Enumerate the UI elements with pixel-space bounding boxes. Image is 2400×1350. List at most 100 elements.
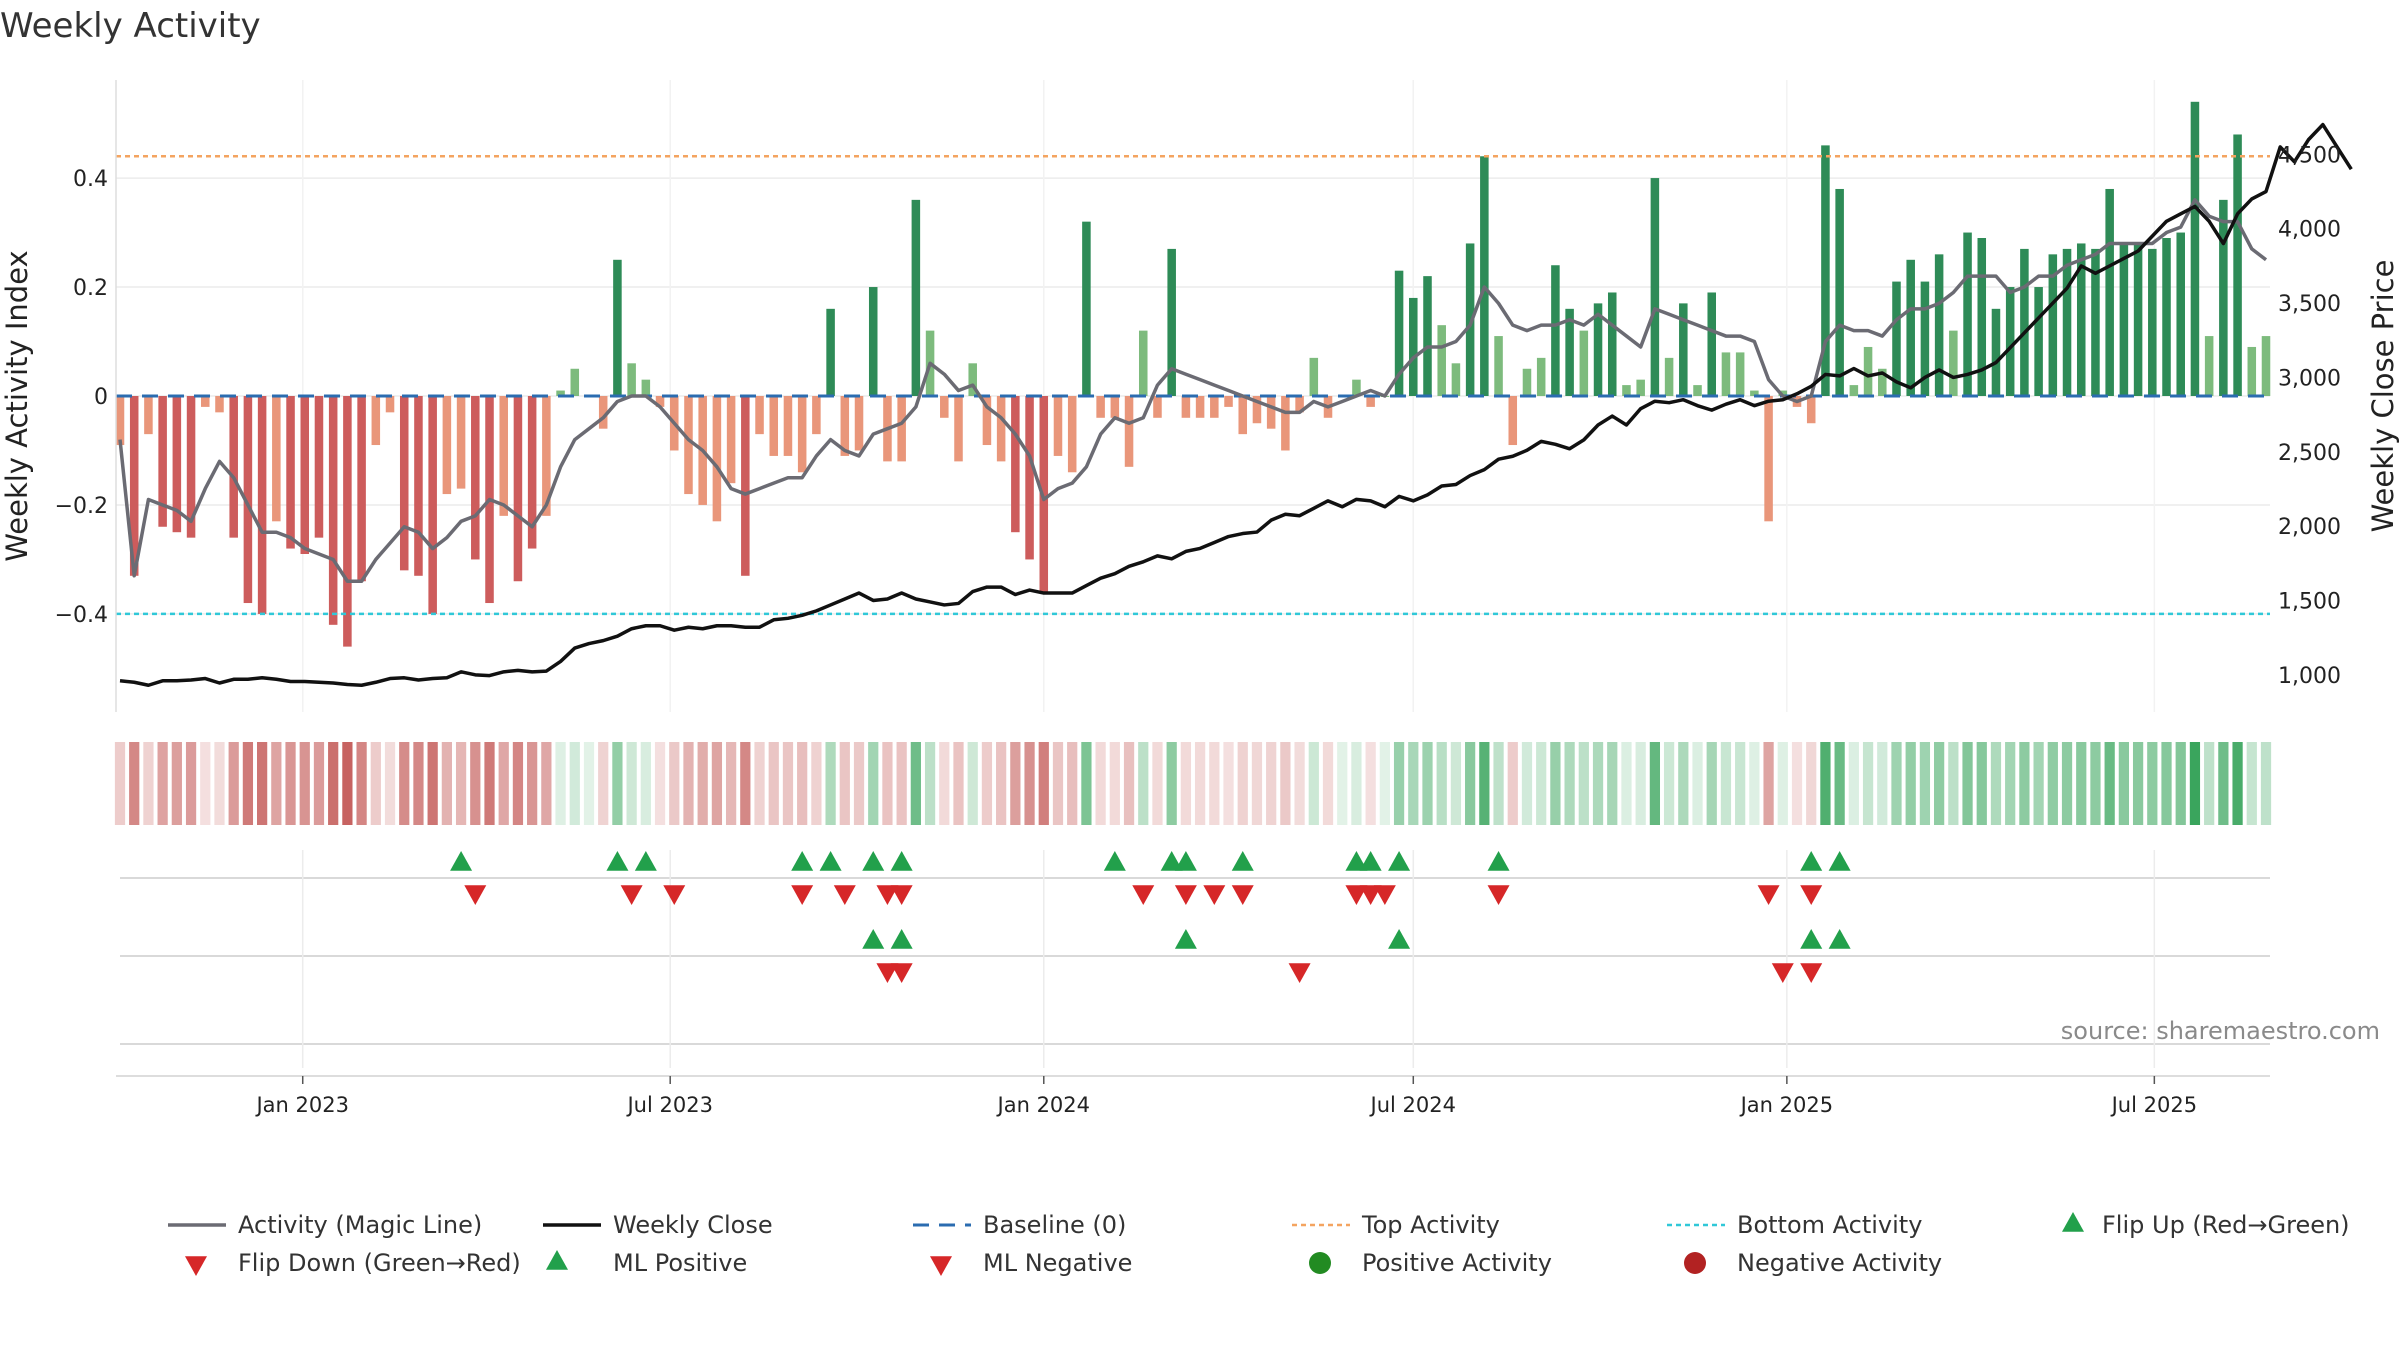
heat-cell: [1465, 742, 1476, 825]
ml-negative-marker: [890, 963, 913, 983]
heat-cell: [1052, 742, 1064, 825]
flip-down-marker: [1345, 885, 1368, 905]
legend-label: Flip Down (Green→Red): [238, 1249, 521, 1277]
heat-cell: [1194, 742, 1206, 825]
negative-activity-bar: [598, 396, 608, 429]
heat-cell: [1180, 742, 1192, 825]
flip-up-marker: [450, 851, 473, 871]
heat-cell: [2132, 742, 2144, 825]
negative-activity-bar: [499, 396, 508, 516]
heat-cell: [1024, 742, 1035, 825]
positive-activity-bar: [1650, 178, 1660, 396]
ml-negative-marker: [1800, 963, 1823, 983]
positive-activity-bar: [868, 287, 878, 396]
flip-down-marker: [1203, 885, 1226, 905]
positive-activity-bar: [1835, 188, 1844, 396]
positive-activity-bar: [1750, 390, 1759, 396]
negative-activity-bar: [385, 396, 395, 413]
legend-label: Top Activity: [1361, 1211, 1500, 1239]
flip-up-marker: [1160, 851, 1183, 871]
heat-cell: [1592, 742, 1604, 825]
heat-cell: [868, 742, 879, 825]
ml-positive-marker: [1828, 929, 1851, 949]
negative-activity-bar: [1764, 396, 1773, 522]
heat-cell: [271, 742, 282, 825]
negative-activity-bar: [1295, 396, 1304, 413]
heat-cell: [285, 742, 296, 825]
flip-up-marker: [862, 851, 885, 871]
flip-down-marker: [1132, 885, 1155, 905]
negative-activity-bar: [343, 396, 352, 647]
heat-cell: [384, 742, 396, 825]
heat-cell: [1948, 742, 1959, 825]
heat-cell: [1834, 742, 1845, 825]
heat-cell: [1791, 742, 1803, 825]
heat-cell: [228, 742, 239, 825]
heat-cell: [427, 742, 438, 825]
legend-label: Flip Up (Red→Green): [2102, 1211, 2350, 1239]
negative-activity-bar: [1124, 396, 1134, 467]
positive-activity-bar: [1849, 385, 1859, 396]
heat-cell: [2090, 742, 2101, 825]
flip-down-marker: [1757, 885, 1780, 905]
legend-label: Baseline (0): [983, 1211, 1126, 1239]
heat-cell: [342, 742, 353, 825]
negative-activity-bar: [357, 396, 366, 582]
y2-tick-label: 2,000: [2278, 515, 2341, 540]
x-tick-label: Jul 2023: [625, 1093, 712, 1117]
positive-activity-bar: [1565, 308, 1574, 396]
heat-cell: [697, 742, 708, 825]
heat-cell: [2061, 742, 2073, 825]
heat-cell: [214, 742, 225, 825]
heat-cell: [1294, 742, 1305, 825]
heat-cell: [1820, 742, 1831, 825]
heat-cell: [1692, 742, 1703, 825]
positive-activity-bar: [1991, 308, 2001, 396]
axes: −0.4 −0.2 0 0.2 0.4 1,000 1,500 2,000 2,500 3,000…: [0, 80, 2400, 712]
heat-cell: [1649, 742, 1661, 825]
heat-cell: [541, 742, 552, 825]
negative-activity-bar: [186, 396, 196, 538]
heat-cell: [1635, 742, 1646, 825]
heat-cell: [1919, 742, 1931, 825]
heat-cell: [527, 742, 538, 825]
heat-cell: [2175, 742, 2186, 825]
chart-title: Weekly Activity: [0, 6, 261, 46]
legend-label: Activity (Magic Line): [238, 1211, 482, 1239]
heat-cell: [1891, 742, 1902, 825]
heat-cell: [569, 742, 580, 825]
flip-up-marker: [1487, 851, 1510, 871]
heat-cell: [1976, 742, 1987, 825]
heat-cell: [370, 742, 381, 825]
heat-cell: [1550, 742, 1561, 825]
heat-cell: [1564, 742, 1575, 825]
positive-activity-bar: [1622, 385, 1631, 396]
negative-activity-bar: [527, 396, 537, 549]
negative-activity-bar: [314, 396, 324, 538]
heat-cell: [1138, 742, 1149, 825]
heat-cell: [1706, 742, 1717, 825]
y2-tick-label: 2,500: [2278, 441, 2341, 466]
positive-activity-bar: [1920, 281, 1930, 396]
positive-activity-bar: [2062, 248, 2072, 396]
negative-activity-bar: [286, 396, 295, 549]
heat-cell: [1166, 742, 1177, 825]
negative-activity-bar: [1110, 396, 1120, 418]
positive-activity-bar: [2219, 199, 2228, 396]
heat-cell: [1962, 742, 1973, 825]
heat-cell: [114, 742, 126, 825]
heat-cell: [612, 742, 623, 825]
heat-cell: [953, 742, 964, 825]
heat-cell: [1990, 742, 2002, 825]
heat-cell: [1351, 742, 1362, 825]
negative-activity-bar: [940, 396, 949, 418]
heat-cell: [882, 742, 893, 825]
heat-cell: [1209, 742, 1220, 825]
flip-up-marker: [791, 851, 814, 871]
flip-down-marker: [1174, 885, 1197, 905]
heat-cell: [555, 742, 566, 825]
heat-cell: [825, 742, 836, 825]
positive-activity-bar: [2091, 248, 2100, 396]
negative-activity-bar: [655, 396, 665, 407]
negative-activity-bar: [1025, 396, 1034, 560]
